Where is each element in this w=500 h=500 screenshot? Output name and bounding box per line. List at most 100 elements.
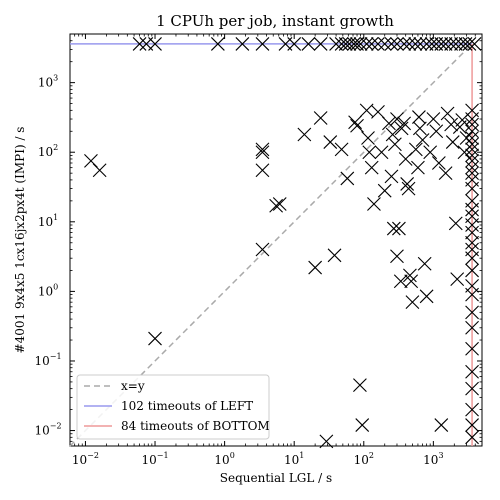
data-point	[400, 177, 415, 191]
data-point	[465, 202, 479, 217]
data-point	[390, 249, 404, 264]
data-point	[462, 37, 477, 51]
data-point	[148, 37, 162, 51]
data-point	[390, 112, 404, 126]
data-point	[346, 37, 361, 51]
data-point	[438, 37, 453, 51]
data-point	[371, 37, 385, 51]
data-point	[148, 331, 162, 346]
data-point	[444, 117, 459, 132]
legend-box	[76, 374, 270, 440]
data-point	[448, 216, 463, 231]
data-point	[388, 137, 402, 152]
data-point	[403, 268, 417, 283]
data-point	[255, 145, 270, 160]
data-point	[350, 118, 364, 133]
data-point	[465, 235, 479, 250]
data-point	[413, 37, 428, 51]
data-point	[434, 418, 449, 432]
data-point	[355, 418, 370, 432]
data-point	[465, 218, 479, 232]
data-point	[405, 295, 420, 310]
x-tick-label: 102	[354, 451, 374, 467]
legend-label-left: 102 timeouts of LEFT	[121, 399, 253, 413]
x-tick-label: 100	[214, 451, 234, 467]
data-point	[361, 131, 375, 145]
data-point	[412, 121, 427, 136]
data-point	[402, 37, 417, 51]
data-point	[465, 320, 479, 335]
data-point	[465, 305, 479, 320]
data-point	[397, 37, 412, 51]
data-point	[334, 142, 349, 157]
data-point	[348, 115, 362, 130]
data-point	[272, 197, 287, 211]
data-point	[401, 181, 416, 196]
data-point	[323, 135, 338, 149]
data-point	[377, 37, 392, 51]
data-point	[364, 160, 379, 175]
data-point	[440, 106, 455, 121]
data-point	[362, 145, 377, 160]
data-point	[255, 37, 270, 51]
data-point	[465, 142, 479, 157]
data-point	[374, 145, 389, 160]
data-point	[92, 163, 107, 178]
data-point	[465, 225, 479, 240]
data-point	[465, 381, 479, 396]
y-tick-label: 101	[38, 213, 58, 229]
data-point	[444, 37, 459, 51]
x-axis-label: Sequential LGL / s	[220, 471, 332, 485]
y-axis-label: #4001 9x4x5 1cx16jx2px4t (IMPI) / s	[13, 127, 27, 354]
data-point	[417, 256, 432, 271]
data-point	[313, 37, 328, 51]
x-tick-label: 103	[423, 451, 443, 467]
data-point	[327, 248, 342, 263]
data-point	[269, 198, 284, 213]
data-point	[465, 166, 479, 181]
data-point	[411, 160, 425, 175]
data-point	[423, 145, 438, 160]
data-point	[353, 378, 367, 392]
data-point	[404, 274, 419, 289]
data-point	[210, 37, 225, 51]
data-point	[465, 251, 479, 266]
data-point	[255, 242, 270, 257]
data-point	[465, 364, 479, 379]
data-point	[364, 37, 379, 51]
data-point	[434, 37, 449, 51]
data-point	[353, 37, 368, 51]
data-points	[84, 37, 482, 449]
data-point	[255, 142, 270, 157]
data-point	[334, 37, 349, 51]
data-point	[350, 37, 364, 51]
data-point	[465, 402, 479, 417]
data-point	[384, 37, 399, 51]
data-point	[419, 289, 434, 304]
data-point	[419, 37, 434, 51]
x-tick-label: 10−2	[72, 451, 99, 467]
y-tick-label: 103	[38, 74, 58, 90]
data-point	[359, 37, 374, 51]
legend: x=y 102 timeouts of LEFT 84 timeouts of …	[76, 374, 270, 440]
data-point	[426, 112, 441, 126]
data-point	[465, 418, 479, 432]
data-point	[465, 160, 479, 175]
data-point	[450, 272, 465, 287]
y-tick-label: 102	[38, 143, 58, 159]
data-point	[132, 37, 147, 51]
data-point	[319, 434, 334, 449]
data-point	[371, 104, 385, 119]
data-point	[412, 110, 426, 124]
data-point	[313, 111, 328, 125]
data-point	[424, 37, 439, 51]
data-point	[465, 263, 479, 278]
data-point	[287, 37, 302, 51]
data-point	[377, 183, 392, 198]
data-point	[465, 181, 479, 196]
data-point	[384, 169, 399, 184]
data-point	[465, 154, 479, 168]
data-point	[382, 116, 396, 131]
data-point	[465, 430, 479, 445]
